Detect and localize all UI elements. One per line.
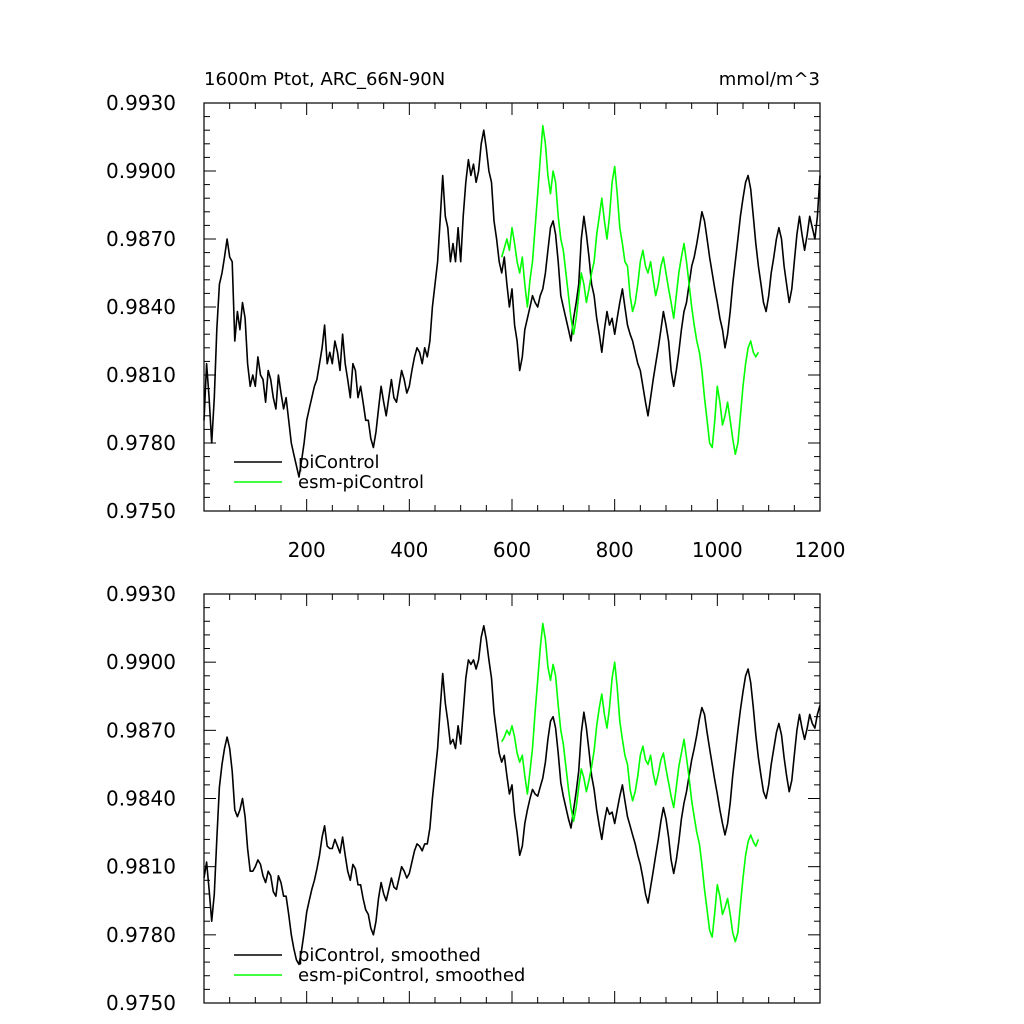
x-tick-label: 800 xyxy=(596,538,634,562)
series-line-0 xyxy=(203,625,821,966)
x-tick-label: 1200 xyxy=(795,538,846,562)
legend-label: esm-piControl xyxy=(298,472,424,493)
y-tick-label: 0.9900 xyxy=(106,650,176,674)
y-tick-label: 0.9840 xyxy=(106,295,176,319)
units-label: mmol/m^3 xyxy=(719,69,820,90)
y-tick-label: 0.9750 xyxy=(106,991,176,1015)
plot-frame xyxy=(203,102,821,512)
x-tick-label: 600 xyxy=(493,538,531,562)
y-tick-label: 0.9810 xyxy=(106,855,176,879)
y-tick-label: 0.9750 xyxy=(106,499,176,523)
bottom-plot-area: 0.9750 0.9780 0.9810 0.9840 0.9870 0.9900 0.99… xyxy=(106,582,821,1015)
y-tick-label: 0.9840 xyxy=(106,787,176,811)
y-tick-label: 0.9870 xyxy=(106,227,176,251)
legend-label: esm-piControl, smoothed xyxy=(298,965,525,986)
y-tick-label: 0.9780 xyxy=(106,923,176,947)
y-tick-label: 0.9870 xyxy=(106,718,176,742)
y-tick-label: 0.9900 xyxy=(106,159,176,183)
series-line-1 xyxy=(500,124,760,456)
y-tick-label: 0.9780 xyxy=(106,431,176,455)
y-tick-label: 0.9930 xyxy=(106,582,176,606)
bottom-panel: 0.9750 0.9780 0.9810 0.9840 0.9870 0.9900 0.99… xyxy=(106,582,821,1015)
top-panel: 1600m Ptot, ARC_66N-90N mmol/m^3 200 400 6… xyxy=(106,69,845,562)
x-tick-label: 1000 xyxy=(692,538,743,562)
series-line-0 xyxy=(203,129,821,478)
y-tick-label: 0.9810 xyxy=(106,363,176,387)
plot-frame xyxy=(203,593,821,1004)
x-tick-label: 400 xyxy=(390,538,428,562)
top-plot-area: 200 400 600 800 1000 1200 0.9750 0.9780 0.9810 0.… xyxy=(106,91,845,562)
x-tick-label: 200 xyxy=(288,538,326,562)
legend-label: piControl xyxy=(298,452,380,473)
series-line-1 xyxy=(501,622,760,943)
y-tick-label: 0.9930 xyxy=(106,91,176,115)
panel-title: 1600m Ptot, ARC_66N-90N xyxy=(204,69,445,90)
legend-label: piControl, smoothed xyxy=(298,945,481,966)
